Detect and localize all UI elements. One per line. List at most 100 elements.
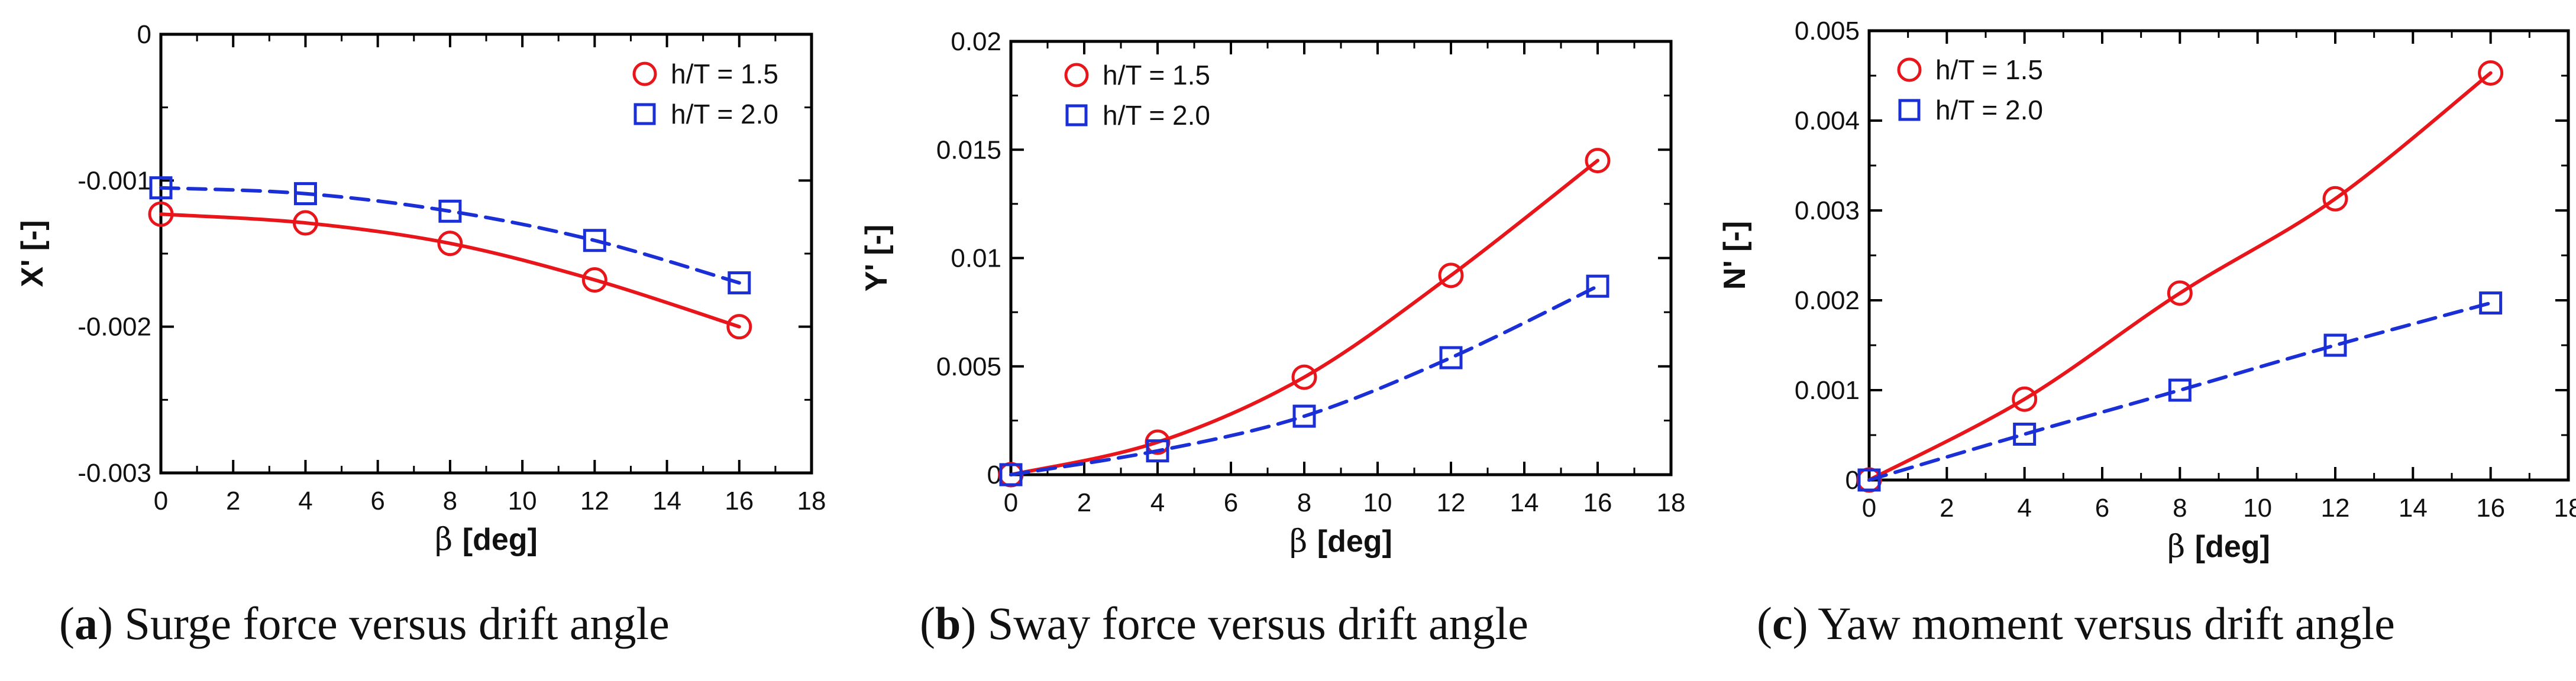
panel-c-x-axis-unit: [deg] — [2195, 530, 2270, 564]
panel-c-ytick-label: 0.002 — [1795, 286, 1860, 315]
panel-a-x-axis-symbol: β — [435, 522, 463, 557]
panel-c-xtick-label: 12 — [2321, 494, 2350, 523]
caption-c-letter: c — [1772, 598, 1793, 649]
panel-c-series-1-point — [2322, 186, 2348, 212]
panel-b-xtick-label: 8 — [1297, 488, 1311, 517]
panel-a-legend-label-1: h/T = 1.5 — [671, 59, 778, 89]
panel-b-xtick-label: 12 — [1437, 488, 1466, 517]
panel-b-xtick-label: 14 — [1510, 488, 1539, 517]
panel-b-xtick-label: 18 — [1657, 488, 1686, 517]
panel-a-legend-marker-1 — [632, 61, 657, 86]
panel-b-y-axis-label: Y' [-] — [859, 225, 894, 291]
panel-b-xtick-label: 4 — [1150, 488, 1165, 517]
panel-c-series-line-1 — [1867, 71, 2493, 482]
panel-c-xtick-label: 2 — [1940, 494, 1954, 523]
panel-b-series-2-point — [1586, 274, 1609, 298]
panel-a-series-1-point — [148, 201, 174, 227]
panel-c-y-axis-label: N' [-] — [1718, 221, 1752, 290]
panel-a-series-2-point — [728, 271, 751, 294]
caption-a: (a) Surge force versus drift angle — [59, 598, 670, 649]
panel-b-ytick-label: 0.015 — [936, 135, 1001, 164]
panel-b-xtick-label: 6 — [1224, 488, 1238, 517]
panel-b-series-2-point — [1292, 404, 1316, 428]
panel-b-legend-marker-1 — [1064, 63, 1089, 87]
panel-a-ytick-label: 0 — [137, 20, 151, 49]
panel-c-xtick-label: 16 — [2476, 494, 2505, 523]
panel-b-series-line-2 — [1009, 284, 1599, 476]
panel-a-series-1-point — [726, 314, 752, 340]
caption-b-letter: b — [935, 598, 961, 649]
panel-b-x-axis-symbol: β — [1289, 524, 1317, 559]
panel-a-xtick-label: 12 — [580, 487, 609, 515]
caption-c-text: Yaw moment versus drift angle — [1818, 598, 2395, 649]
panel-a-ytick-label: -0.001 — [77, 166, 151, 195]
panel-b-xtick-label: 2 — [1077, 488, 1091, 517]
panel-c-series-1-point — [2478, 60, 2504, 86]
panel-a-series-1-point — [292, 210, 318, 236]
caption-b: (b) Sway force versus drift angle — [920, 598, 1528, 649]
panel-b-series-1-point — [1291, 364, 1317, 390]
panel-a-series-line-2 — [159, 186, 741, 285]
panel-a-series-line-1 — [159, 212, 741, 329]
panel-a-series-2-point — [438, 199, 462, 223]
panel-c-xtick-label: 6 — [2095, 494, 2109, 523]
panel-a-series-1-point — [437, 231, 463, 257]
panel-c-xtick-label: 14 — [2399, 494, 2428, 523]
panel-b-xtick-label: 10 — [1363, 488, 1392, 517]
caption-a-text: Surge force versus drift angle — [124, 598, 670, 649]
panel-c-x-axis-symbol: β — [2167, 529, 2195, 565]
panel-a-ytick-label: -0.003 — [77, 459, 151, 488]
panel-a-xtick-label: 16 — [725, 487, 754, 515]
panel-a-series-2-point — [583, 229, 606, 252]
panel-a-x-axis-unit: [deg] — [463, 523, 538, 557]
panel-b-ytick-label: 0.01 — [951, 244, 1001, 273]
panel-c-legend-marker-2 — [1898, 99, 1921, 121]
panel-c-series-2-point — [2479, 291, 2503, 315]
panel-c-legend-label-1: h/T = 1.5 — [1935, 54, 2043, 85]
panel-c-ytick-label: 0.003 — [1795, 196, 1860, 225]
panel-a-ytick-label: -0.002 — [77, 313, 151, 342]
panel-a-xtick-label: 0 — [154, 487, 168, 515]
panel-c-series-1-point — [2012, 386, 2038, 412]
panel-b-x-axis-unit: [deg] — [1317, 524, 1392, 559]
panel-a-xtick-label: 14 — [652, 487, 681, 515]
panel-b-legend-label-1: h/T = 1.5 — [1103, 60, 1210, 90]
panel-a-series-2-point — [149, 176, 173, 200]
panel-b-series-2-point — [1146, 439, 1169, 463]
panel-a-xtick-label: 10 — [508, 487, 537, 515]
caption-a-letter: a — [74, 598, 98, 649]
panel-c-series-line-2 — [1867, 301, 2493, 482]
panel-c-ytick-label: 0.005 — [1795, 17, 1860, 46]
panel-c-series-2-point — [2323, 333, 2347, 357]
panel-a-xtick-label: 4 — [298, 487, 312, 515]
panel-b-legend-marker-2 — [1065, 104, 1088, 127]
panel-b-series-1-point — [1585, 148, 1611, 174]
panel-c-ytick-label: 0.001 — [1795, 376, 1860, 405]
panel-a-series-2-point — [293, 182, 317, 206]
panel-c-xtick-label: 8 — [2173, 494, 2187, 523]
panel-b-ytick-label: 0.02 — [951, 27, 1001, 56]
panel-c-ytick-label: 0.004 — [1795, 106, 1860, 135]
panel-a-xtick-label: 8 — [443, 487, 457, 515]
panel-b-series-2-point — [1439, 346, 1463, 369]
panel-c-xtick-label: 18 — [2554, 494, 2576, 523]
panel-c-xtick-label: 0 — [1862, 494, 1876, 523]
panel-a-series-1-point — [581, 267, 607, 293]
panel-c-series-2-point — [2168, 378, 2192, 402]
panel-c-series-2-point — [2013, 422, 2037, 446]
panel-b-x-axis-label: β [deg] — [1289, 524, 1392, 559]
panel-b-ytick-label: 0.005 — [936, 352, 1001, 381]
panel-b-series-1-point — [1438, 262, 1464, 288]
panel-c-series-1-point — [2167, 280, 2193, 306]
panel-b-series-2-point — [999, 463, 1023, 487]
caption-b-text: Sway force versus drift angle — [987, 598, 1528, 649]
panel-a-xtick-label: 18 — [797, 487, 826, 515]
panel-b-xtick-label: 0 — [1004, 488, 1018, 517]
panel-a-x-axis-label: β [deg] — [435, 522, 538, 557]
panel-a-y-axis-label: X' [-] — [15, 220, 50, 287]
panel-c-legend-label-2: h/T = 2.0 — [1935, 95, 2043, 125]
panel-b-xtick-label: 16 — [1583, 488, 1612, 517]
panel-a-xtick-label: 2 — [226, 487, 240, 515]
panel-c-xtick-label: 4 — [2017, 494, 2031, 523]
